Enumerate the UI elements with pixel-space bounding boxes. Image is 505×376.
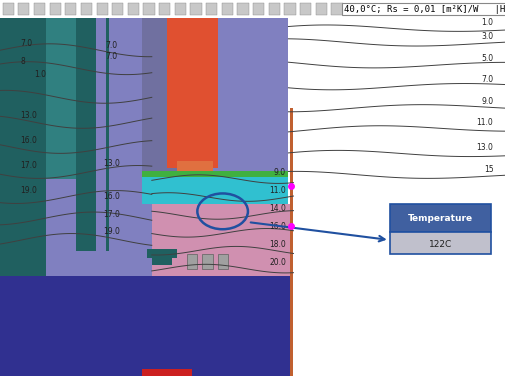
Text: 13.0: 13.0	[20, 111, 37, 120]
Text: 7.0: 7.0	[20, 39, 32, 49]
Bar	[331, 3, 342, 15]
Bar	[81, 3, 92, 15]
Bar	[0, 18, 288, 276]
Text: 11.0: 11.0	[476, 118, 492, 127]
Bar	[141, 177, 288, 204]
Text: 1.0: 1.0	[34, 70, 46, 79]
Bar	[45, 18, 76, 179]
Bar	[18, 3, 29, 15]
Bar	[217, 254, 227, 268]
Bar	[76, 18, 96, 251]
Bar	[177, 161, 212, 190]
Text: 7.0: 7.0	[105, 52, 117, 61]
Bar	[49, 3, 61, 15]
Bar	[315, 3, 326, 15]
Bar	[299, 3, 311, 15]
Text: 122C: 122C	[428, 240, 451, 249]
Text: 16.0: 16.0	[103, 192, 120, 201]
Bar	[143, 3, 155, 15]
Bar	[206, 3, 217, 15]
Bar	[237, 3, 248, 15]
Text: 40,0°C; Rs = 0,01 [m²K]/W   |Heizung: 40,0°C; Rs = 0,01 [m²K]/W |Heizung	[343, 5, 505, 14]
Bar	[290, 108, 293, 376]
Bar	[288, 18, 505, 376]
Bar	[187, 254, 197, 268]
Text: 14.0: 14.0	[269, 204, 285, 213]
FancyBboxPatch shape	[389, 204, 490, 232]
Bar	[34, 3, 45, 15]
Bar	[174, 3, 185, 15]
Text: 16.0: 16.0	[20, 136, 37, 145]
Text: 18.0: 18.0	[269, 240, 285, 249]
Text: 5.0: 5.0	[480, 54, 492, 63]
Text: 7.0: 7.0	[480, 75, 492, 84]
Text: 9.0: 9.0	[273, 168, 285, 177]
Text: 17.0: 17.0	[103, 209, 120, 218]
Text: 16.0: 16.0	[269, 222, 285, 231]
Bar	[146, 249, 177, 258]
Bar	[0, 276, 290, 376]
Text: Temperature: Temperature	[407, 214, 472, 223]
Bar	[190, 3, 201, 15]
Bar	[141, 369, 192, 376]
Bar	[152, 204, 293, 276]
Bar	[202, 254, 212, 268]
Bar	[3, 3, 14, 15]
Bar	[221, 3, 232, 15]
Bar	[284, 3, 295, 15]
Text: 8: 8	[20, 58, 25, 67]
Text: 19.0: 19.0	[20, 186, 37, 195]
Text: 13.0: 13.0	[476, 143, 492, 152]
Bar	[159, 3, 170, 15]
Text: 11.0: 11.0	[269, 186, 285, 195]
Text: 9.0: 9.0	[480, 97, 492, 106]
Bar	[65, 3, 76, 15]
Bar	[167, 18, 217, 168]
Bar	[141, 18, 177, 190]
Text: 19.0: 19.0	[103, 227, 120, 237]
Text: 7.0: 7.0	[105, 41, 117, 50]
Text: 13.0: 13.0	[103, 159, 120, 168]
Text: 17.0: 17.0	[20, 161, 37, 170]
Bar	[252, 3, 264, 15]
Bar	[141, 171, 288, 177]
Bar	[152, 256, 172, 265]
Bar	[128, 3, 139, 15]
Text: 15: 15	[483, 165, 492, 174]
Text: 3.0: 3.0	[480, 32, 492, 41]
Text: 1.0: 1.0	[480, 18, 492, 27]
Bar	[0, 18, 45, 276]
Bar	[96, 3, 108, 15]
Bar	[268, 3, 279, 15]
Text: 20.0: 20.0	[269, 258, 285, 267]
FancyBboxPatch shape	[389, 232, 490, 254]
Bar	[106, 18, 109, 251]
Bar	[112, 3, 123, 15]
